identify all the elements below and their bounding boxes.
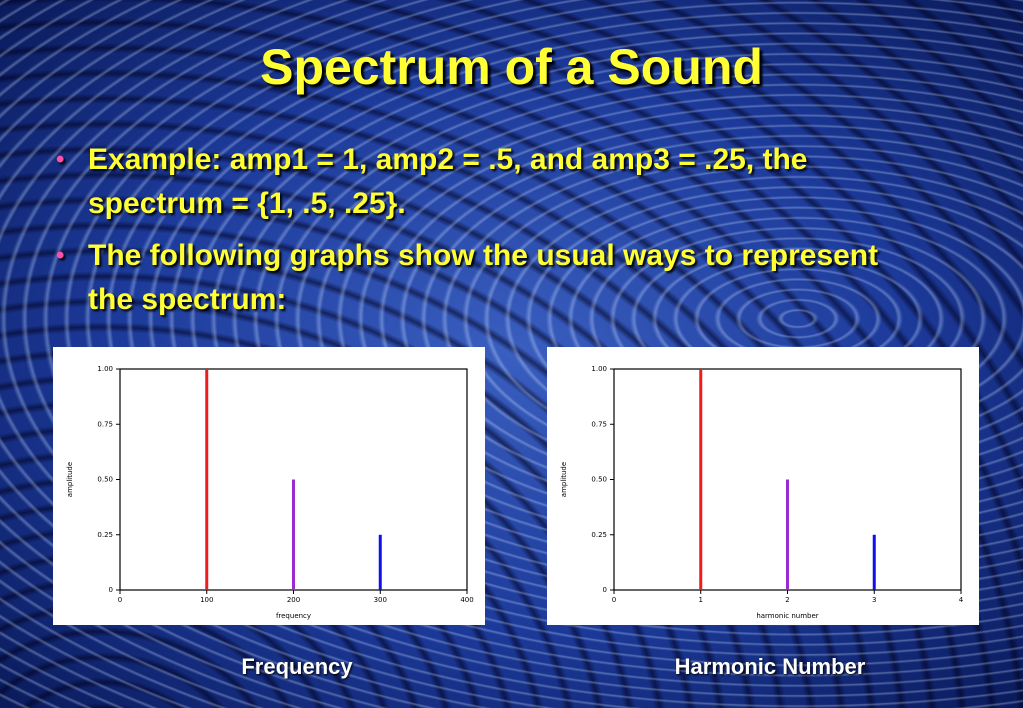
x-tick-label: 3 bbox=[872, 596, 876, 604]
y-tick-label: 0.50 bbox=[591, 476, 607, 484]
x-tick-label: 0 bbox=[612, 596, 616, 604]
y-tick-label: 0.50 bbox=[97, 476, 113, 484]
y-tick-label: 0.25 bbox=[591, 531, 607, 539]
bullet-list: Example: amp1 = 1, amp2 = .5, and amp3 =… bbox=[52, 138, 912, 330]
y-tick-label: 1.00 bbox=[591, 365, 607, 373]
chart: 0 0.25 0.50 0.75 1.00 0 100 200 300 400 frequency a… bbox=[66, 365, 474, 620]
bullet: Example: amp1 = 1, amp2 = .5, and amp3 =… bbox=[52, 138, 912, 226]
x-tick-label: 100 bbox=[200, 596, 213, 604]
x-tick-label: 0 bbox=[118, 596, 122, 604]
y-tick-label: 0.75 bbox=[591, 420, 607, 428]
y-axis-label: amplitude bbox=[66, 462, 74, 497]
bullet: The following graphs show the usual ways… bbox=[52, 234, 912, 322]
y-tick-label: 0 bbox=[603, 586, 607, 594]
x-tick-label: 2 bbox=[785, 596, 789, 604]
x-tick-label: 200 bbox=[287, 596, 300, 604]
x-tick-label: 300 bbox=[374, 596, 387, 604]
y-axis-label: amplitude bbox=[560, 462, 568, 497]
y-tick-label: 0.25 bbox=[97, 531, 113, 539]
chart: 0 0.25 0.50 0.75 1.00 0 1 2 3 4 harmonic number amp… bbox=[560, 365, 964, 620]
x-axis-label: harmonic number bbox=[756, 612, 818, 620]
x-axis-label: frequency bbox=[276, 612, 311, 620]
slide-title: Spectrum of a Sound bbox=[260, 39, 763, 95]
y-tick-label: 1.00 bbox=[97, 365, 113, 373]
caption: Harmonic Number bbox=[674, 654, 866, 679]
y-tick-label: 0 bbox=[109, 586, 113, 594]
chart-panel: 0 0.25 0.50 0.75 1.00 0 100 200 300 400 frequency a… bbox=[53, 347, 485, 625]
caption: Frequency bbox=[241, 654, 353, 679]
chart-panel: 0 0.25 0.50 0.75 1.00 0 1 2 3 4 harmonic number amp… bbox=[547, 347, 979, 625]
y-tick-label: 0.75 bbox=[97, 420, 113, 428]
x-tick-label: 1 bbox=[699, 596, 703, 604]
x-tick-label: 400 bbox=[460, 596, 473, 604]
x-tick-label: 4 bbox=[959, 596, 964, 604]
